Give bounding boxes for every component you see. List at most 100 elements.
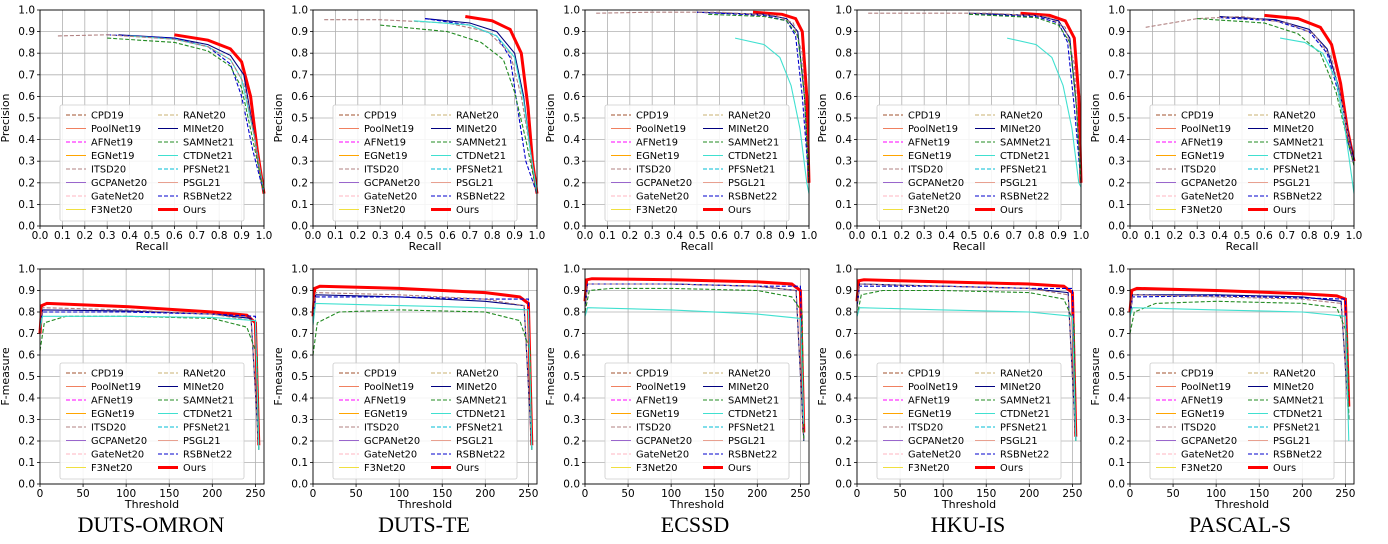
series-line-ctdnet21 bbox=[584, 307, 805, 424]
y-tick-label: 0.1 bbox=[291, 199, 308, 211]
legend-label-f3net20: F3Net20 bbox=[364, 463, 406, 474]
legend-label-egnet19: EGNet19 bbox=[91, 409, 134, 420]
x-tick-label: 0.7 bbox=[1278, 230, 1295, 242]
legend-label-pfsnet21: PFSNet21 bbox=[728, 165, 775, 176]
plot-frame bbox=[856, 9, 1082, 227]
y-tick-label: 0.0 bbox=[1108, 479, 1125, 491]
y-tick-label: 0.1 bbox=[18, 457, 35, 469]
x-tick-label: 250 bbox=[1335, 488, 1355, 500]
chart-pr-2: 0.0 0.1 0.2 0.3 0.4 0.5 0.6 0.7 0.8 0.9 1.0 0.0 0.1 0… bbox=[544, 5, 817, 254]
legend-label-itsd20: ITSD20 bbox=[1181, 423, 1216, 434]
y-tick-label: 0.1 bbox=[1108, 457, 1125, 469]
legend-label-egnet19: EGNet19 bbox=[1181, 409, 1224, 420]
legend-label-ours: Ours bbox=[183, 205, 206, 216]
y-tick-label: 0.7 bbox=[291, 69, 308, 81]
y-tick-label: 0.8 bbox=[1108, 307, 1125, 319]
y-tick-label: 0.9 bbox=[563, 285, 580, 297]
y-tick-label: 0.4 bbox=[835, 393, 852, 405]
y-tick-label: 1.0 bbox=[291, 264, 308, 276]
x-tick-label: 0.8 bbox=[1301, 230, 1318, 242]
x-axis-label: Threshold bbox=[397, 498, 452, 511]
y-tick-label: 0.3 bbox=[291, 156, 308, 168]
legend-label-psgl21: PSGL21 bbox=[1273, 178, 1311, 189]
x-axis-label: Threshold bbox=[124, 498, 179, 511]
y-tick-label: 0.8 bbox=[835, 307, 852, 319]
x-tick-label: 0.6 bbox=[983, 230, 1000, 242]
y-tick-label: 1.0 bbox=[18, 264, 35, 276]
legend-label-pfsnet21: PFSNet21 bbox=[1000, 423, 1047, 434]
y-tick-label: 0.8 bbox=[1108, 48, 1125, 60]
legend-label-egnet19: EGNet19 bbox=[91, 151, 134, 162]
series-line-itsd20 bbox=[1129, 294, 1350, 420]
x-tick-label: 0.9 bbox=[506, 230, 523, 242]
legend-label-samnet21: SAMNet21 bbox=[183, 396, 234, 407]
legend-label-samnet21: SAMNet21 bbox=[1000, 396, 1051, 407]
legend-label-ctdnet21: CTDNet21 bbox=[456, 151, 506, 162]
series-line-ours bbox=[1020, 11, 1083, 183]
y-tick-label: 0.7 bbox=[291, 328, 308, 340]
plot-frame bbox=[312, 9, 538, 227]
plot-frame bbox=[39, 268, 265, 485]
y-tick-label: 0.9 bbox=[563, 26, 580, 38]
y-tick-label: 0.9 bbox=[1108, 285, 1125, 297]
y-tick-label: 0.5 bbox=[835, 113, 852, 125]
series-line-samnet21 bbox=[968, 13, 1082, 183]
series-line-ctdnet21 bbox=[39, 315, 260, 450]
chart-fm-4: 0 50 100 150 200 250 0.0 0.1 0.2 0.3 0.4 0.5 0.6 0.7 0… bbox=[1089, 264, 1355, 512]
legend-label-psgl21: PSGL21 bbox=[183, 436, 221, 447]
legend-box bbox=[604, 104, 790, 222]
x-tick-label: 0.7 bbox=[1005, 230, 1022, 242]
legend-label-minet20: MINet20 bbox=[1273, 382, 1314, 393]
y-tick-label: 0.2 bbox=[1108, 436, 1125, 448]
legend-label-egnet19: EGNet19 bbox=[636, 151, 679, 162]
y-tick-label: 0.6 bbox=[1108, 350, 1125, 362]
x-tick-label: 0 bbox=[1127, 488, 1134, 500]
y-tick-label: 0.6 bbox=[835, 91, 852, 103]
y-tick-label: 0.3 bbox=[18, 414, 35, 426]
legend-label-cpd19: CPD19 bbox=[91, 111, 124, 122]
series-line-ctdnet21 bbox=[413, 20, 538, 194]
y-tick-label: 1.0 bbox=[835, 264, 852, 276]
series-line-ours bbox=[583, 277, 806, 433]
y-axis-label: F-measure bbox=[1089, 347, 1102, 406]
legend-label-samnet21: SAMNet21 bbox=[728, 396, 779, 407]
y-tick-label: 0.6 bbox=[835, 350, 852, 362]
x-tick-label: 0.0 bbox=[305, 230, 322, 242]
legend-label-minet20: MINet20 bbox=[1000, 124, 1041, 135]
x-tick-label: 0.0 bbox=[849, 230, 866, 242]
legend-label-f3net20: F3Net20 bbox=[364, 205, 406, 216]
x-tick-label: 50 bbox=[1166, 488, 1179, 500]
x-tick-label: 0.6 bbox=[439, 230, 456, 242]
series-line-samnet21 bbox=[584, 287, 805, 442]
y-tick-label: 1.0 bbox=[563, 264, 580, 276]
y-tick-label: 0.5 bbox=[835, 371, 852, 383]
x-tick-label: 50 bbox=[893, 488, 906, 500]
y-tick-label: 0.1 bbox=[291, 457, 308, 469]
y-tick-label: 0.4 bbox=[291, 393, 308, 405]
y-tick-label: 0.0 bbox=[835, 479, 852, 491]
legend-label-cpd19: CPD19 bbox=[364, 111, 397, 122]
legend-label-gatenet20: GateNet20 bbox=[636, 450, 689, 461]
legend-label-rsbnet22: RSBNet22 bbox=[728, 192, 777, 203]
y-tick-label: 0.5 bbox=[1108, 113, 1125, 125]
legend-label-pfsnet21: PFSNet21 bbox=[728, 423, 775, 434]
series-line-ours bbox=[311, 284, 534, 446]
legend-label-rsbnet22: RSBNet22 bbox=[183, 192, 232, 203]
legend-label-ours: Ours bbox=[456, 463, 479, 474]
y-tick-label: 0.8 bbox=[291, 307, 308, 319]
y-tick-label: 0.2 bbox=[563, 436, 580, 448]
y-tick-label: 1.0 bbox=[835, 5, 852, 17]
y-tick-label: 0.6 bbox=[18, 350, 35, 362]
legend-label-pfsnet21: PFSNet21 bbox=[1273, 165, 1320, 176]
legend-box bbox=[332, 362, 518, 480]
legend-label-ranet20: RANet20 bbox=[456, 111, 499, 122]
series-line-samnet21 bbox=[107, 37, 265, 194]
legend-label-gcpanet20: GCPANet20 bbox=[364, 436, 420, 447]
legend-label-minet20: MINet20 bbox=[456, 382, 497, 393]
series-line-samnet21 bbox=[1197, 18, 1355, 166]
legend-label-rsbnet22: RSBNet22 bbox=[456, 192, 505, 203]
legend-label-pfsnet21: PFSNet21 bbox=[456, 165, 503, 176]
y-tick-label: 0.0 bbox=[291, 221, 308, 233]
x-tick-label: 0.5 bbox=[689, 230, 706, 242]
y-tick-label: 0.0 bbox=[835, 221, 852, 233]
